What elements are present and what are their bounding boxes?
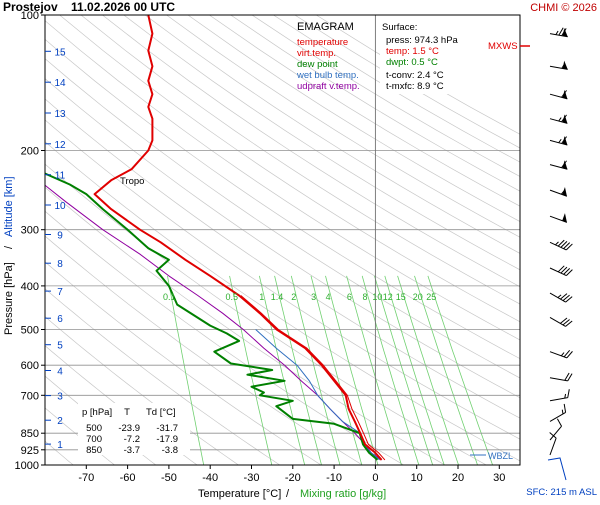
level-table: p [hPa] T Td [°C] 500 -23.9 -31.7 700 -7… bbox=[78, 403, 190, 456]
surface-temp: temp: 1.5 °C bbox=[386, 46, 439, 57]
x-tick-label: -40 bbox=[202, 472, 218, 484]
y-axis-label-altitude: Altitude [km] bbox=[3, 176, 15, 237]
y-tick-label: 300 bbox=[21, 225, 39, 237]
mixing-ratio-tick-label: 4 bbox=[326, 292, 331, 302]
x-axis-label-temperature: Temperature [°C] bbox=[198, 488, 281, 500]
mixing-ratio-tick-label: 6 bbox=[347, 292, 352, 302]
mixing-ratio-tick-label: 1 bbox=[259, 292, 264, 302]
y-tick-label: 400 bbox=[21, 281, 39, 293]
altitude-tick-label: 11 bbox=[55, 171, 66, 182]
surface-altitude-label: SFC: 215 m ASL bbox=[526, 487, 597, 498]
altitude-tick-label: 4 bbox=[57, 367, 63, 378]
x-tick-label: -30 bbox=[244, 472, 260, 484]
surface-tmxfc: t-mxfc: 8.9 °C bbox=[386, 81, 444, 92]
mixing-ratio-tick-label: 15 bbox=[396, 292, 406, 302]
altitude-tick-label: 5 bbox=[57, 341, 63, 352]
y-tick-label: 925 bbox=[21, 445, 39, 457]
altitude-tick-label: 12 bbox=[54, 140, 66, 151]
mixing-ratio-tick-label: 1.4 bbox=[271, 292, 284, 302]
x-tick-label: -20 bbox=[285, 472, 301, 484]
level-table-cell: -7.2 bbox=[124, 434, 140, 445]
x-tick-label: 30 bbox=[493, 472, 505, 484]
header-credit: CHMI © 2026 bbox=[530, 2, 597, 14]
level-table-header-td: Td [°C] bbox=[146, 407, 176, 418]
y-tick-label: 850 bbox=[21, 428, 39, 440]
altitude-tick-label: 1 bbox=[57, 440, 63, 451]
altitude-tick-label: 2 bbox=[57, 416, 63, 427]
altitude-tick-label: 13 bbox=[54, 109, 66, 120]
level-table-cell: 700 bbox=[86, 434, 102, 445]
altitude-tick-label: 3 bbox=[57, 392, 63, 403]
altitude-tick-label: 6 bbox=[57, 314, 63, 325]
mixing-ratio-tick-label: 25 bbox=[426, 292, 436, 302]
level-table-cell: 850 bbox=[86, 445, 102, 456]
surface-dwpt: dwpt: 0.5 °C bbox=[386, 57, 438, 68]
mixing-ratio-tick-label: 3 bbox=[311, 292, 316, 302]
x-tick-label: -70 bbox=[78, 472, 94, 484]
mixing-ratio-tick-label: 0.1 bbox=[163, 292, 176, 302]
legend-entry-updraft: udpraft v.temp. bbox=[297, 81, 360, 92]
y-tick-label: 200 bbox=[21, 146, 39, 158]
wbzl-label: WBZL bbox=[488, 451, 513, 461]
surface-press: press: 974.3 hPa bbox=[386, 35, 459, 46]
x-tick-label: 10 bbox=[411, 472, 423, 484]
legend-entry-dew-point: dew point bbox=[297, 59, 338, 70]
level-table-cell: -31.7 bbox=[156, 423, 178, 434]
surface-title: Surface: bbox=[382, 22, 417, 33]
level-table-cell: -17.9 bbox=[156, 434, 178, 445]
x-tick-label: 20 bbox=[452, 472, 464, 484]
legend-entry-wet-bulb: wet bulb temp. bbox=[296, 70, 359, 81]
altitude-tick-label: 9 bbox=[57, 231, 63, 242]
mixing-ratio-tick-label: 20 bbox=[413, 292, 423, 302]
y-tick-label: 600 bbox=[21, 360, 39, 372]
x-axis-label-mixing: Mixing ratio [g/kg] bbox=[300, 488, 386, 500]
y-tick-label: 500 bbox=[21, 325, 39, 337]
level-table-header-t: T bbox=[124, 407, 130, 418]
x-tick-label: 0 bbox=[372, 472, 378, 484]
altitude-tick-label: 14 bbox=[54, 78, 66, 89]
mixing-ratio-tick-label: 8 bbox=[362, 292, 367, 302]
level-table-cell: -3.8 bbox=[162, 445, 178, 456]
mixing-ratio-tick-label: 2 bbox=[291, 292, 296, 302]
tropopause-label: Tropo bbox=[120, 176, 144, 187]
mixing-ratio-tick-label: 10 bbox=[372, 292, 382, 302]
altitude-tick-label: 7 bbox=[57, 287, 63, 298]
x-tick-label: -50 bbox=[161, 472, 177, 484]
legend-title: EMAGRAM bbox=[297, 21, 354, 33]
y-tick-label: 700 bbox=[21, 390, 39, 402]
mixing-ratio-tick-label: 12 bbox=[383, 292, 393, 302]
surface-tconv: t-conv: 2.4 °C bbox=[386, 70, 444, 81]
level-table-cell: -23.9 bbox=[118, 423, 140, 434]
x-tick-label: -10 bbox=[326, 472, 342, 484]
surface-info: Surface: press: 974.3 hPa temp: 1.5 °C d… bbox=[380, 18, 470, 94]
x-tick-label: -60 bbox=[120, 472, 136, 484]
altitude-tick-label: 15 bbox=[54, 47, 66, 58]
level-table-header-p: p [hPa] bbox=[82, 407, 112, 418]
legend-entry-temperature: temperature bbox=[297, 37, 348, 48]
level-table-cell: 500 bbox=[86, 423, 102, 434]
header-station-date: Prostejov 11.02.2026 00 UTC bbox=[3, 0, 175, 14]
y-tick-label: 1000 bbox=[15, 460, 39, 472]
mxws-label: MXWS bbox=[488, 41, 518, 52]
altitude-tick-label: 8 bbox=[57, 259, 63, 270]
y-axis-label-pressure: Pressure [hPa] bbox=[3, 262, 15, 335]
mixing-ratio-tick-label: 0.5 bbox=[225, 292, 238, 302]
altitude-tick-label: 10 bbox=[54, 201, 66, 212]
level-table-cell: -3.7 bbox=[124, 445, 140, 456]
legend-entry-virt-temp: virt.temp. bbox=[297, 48, 336, 59]
